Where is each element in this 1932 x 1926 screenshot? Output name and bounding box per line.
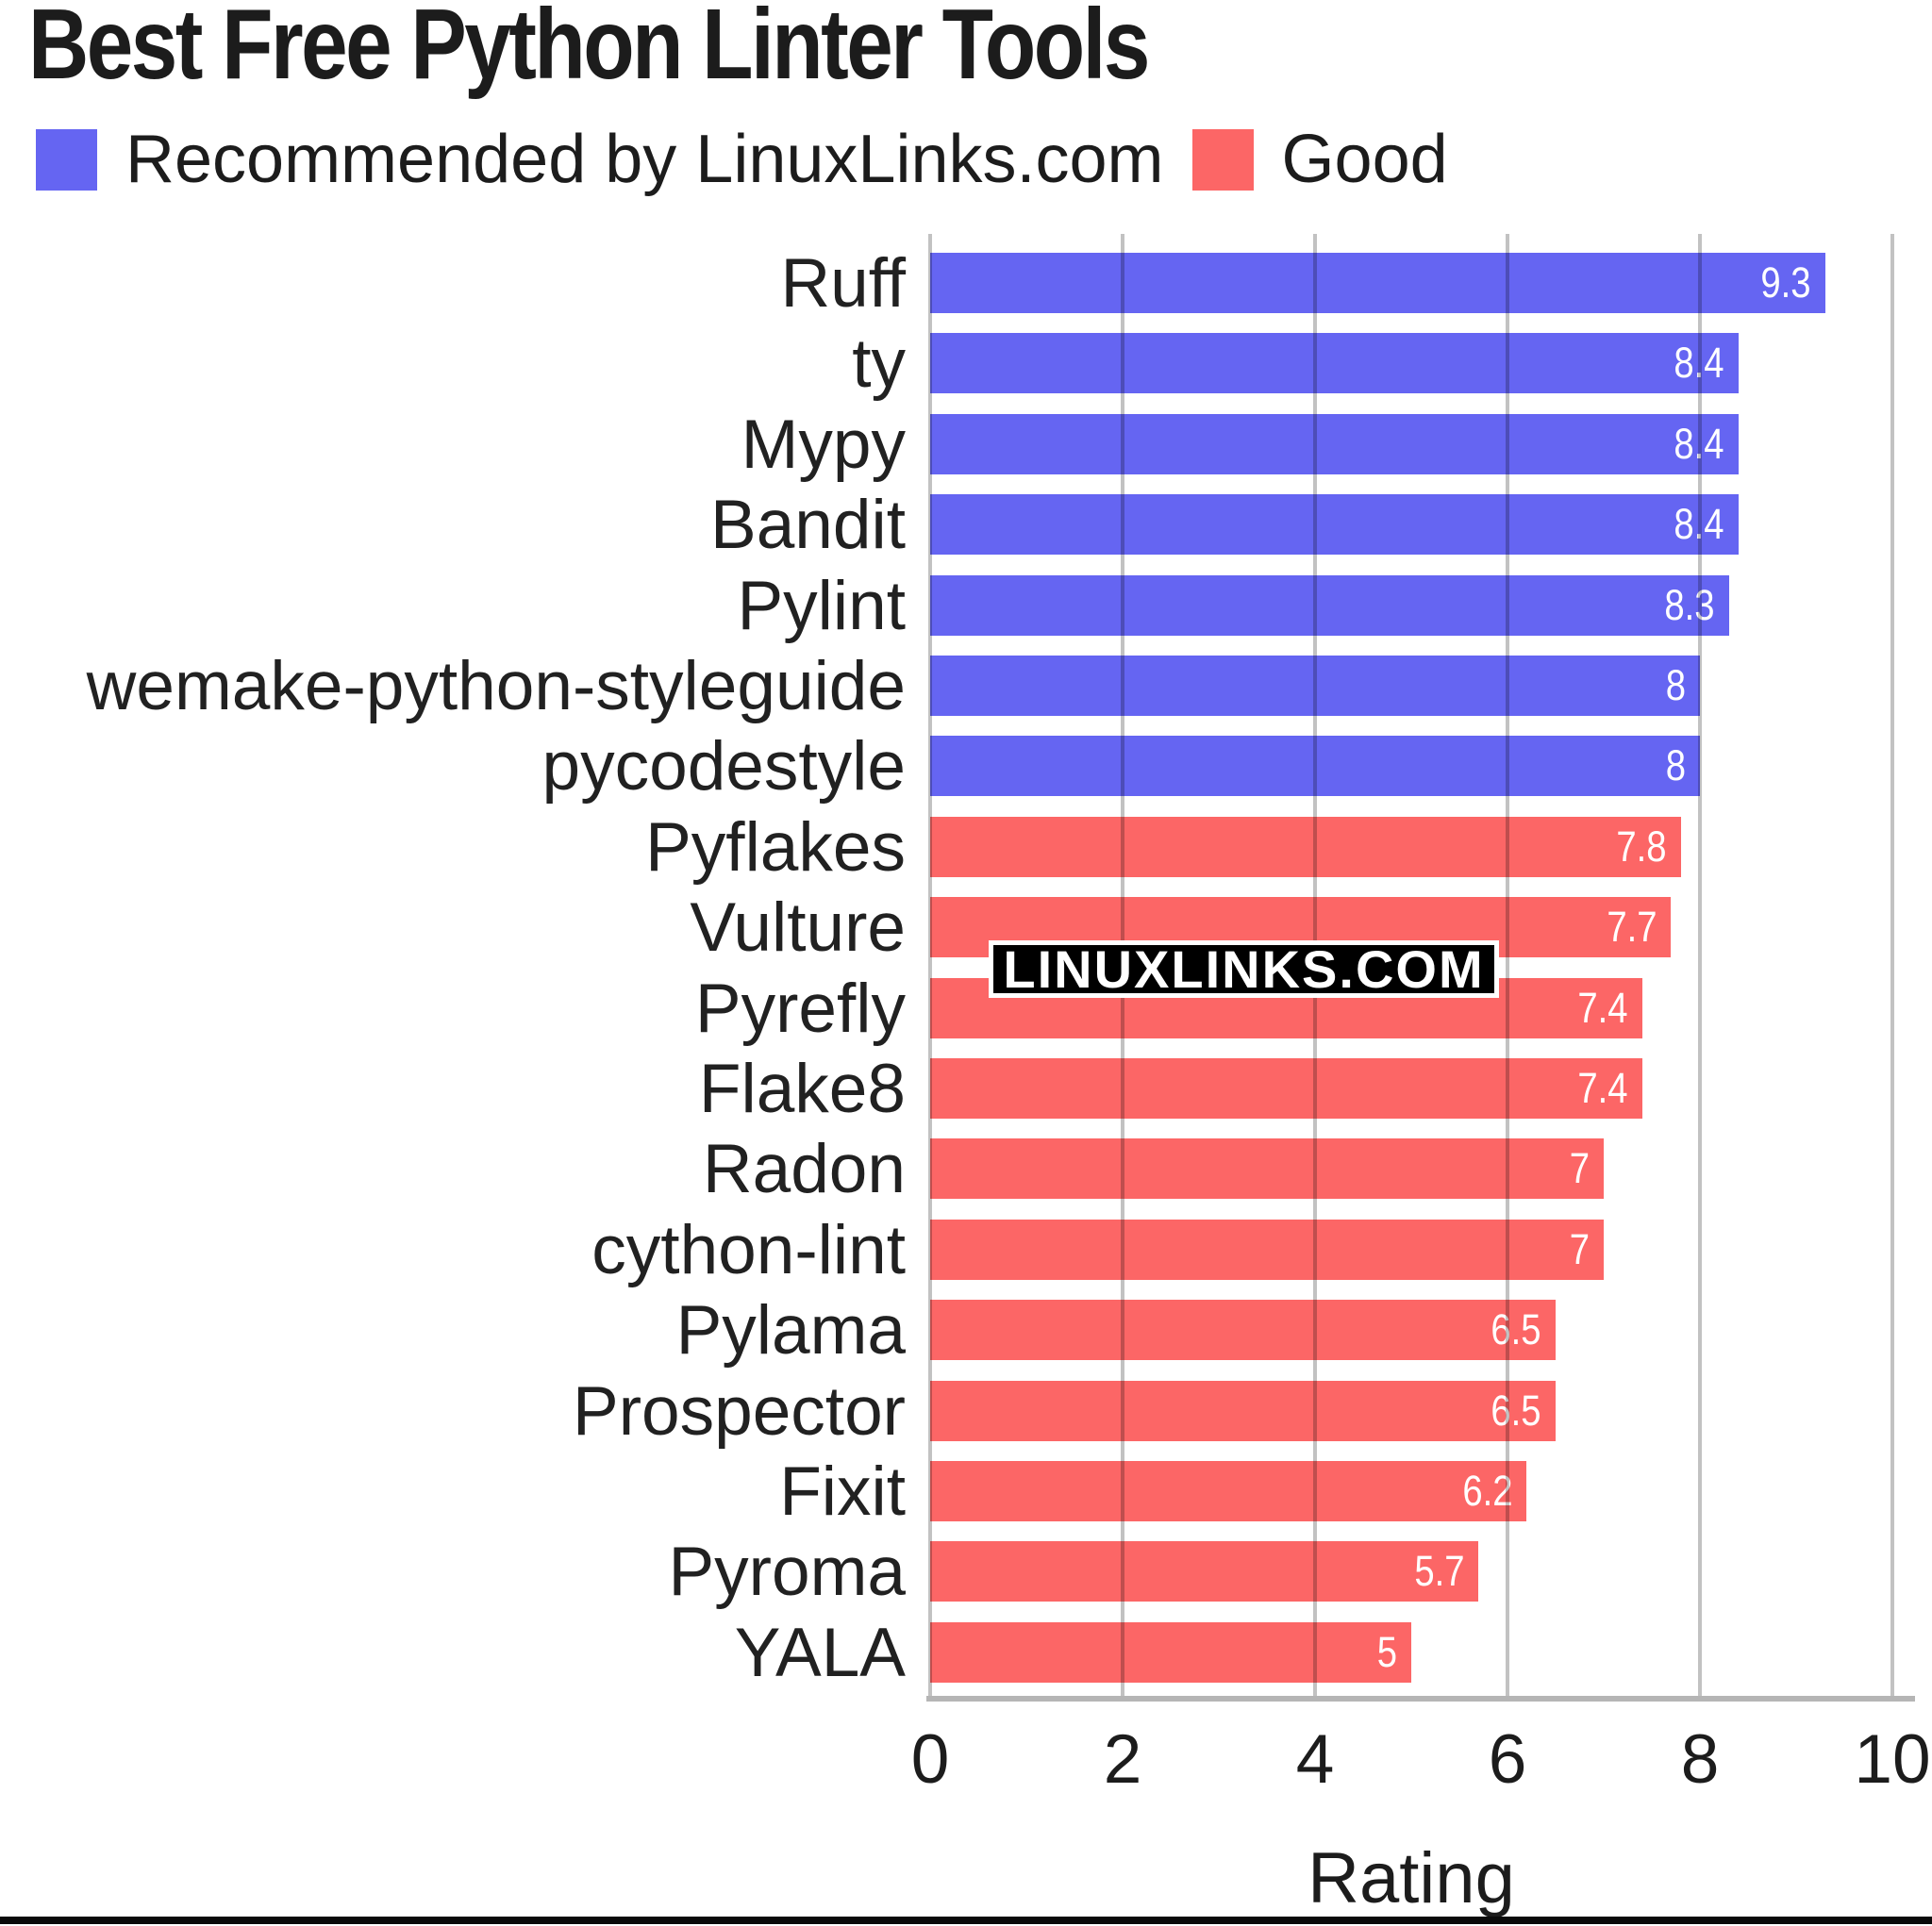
category-label: Vulture xyxy=(690,889,906,967)
legend-label-good: Good xyxy=(1281,122,1448,197)
x-tick-10: 10 xyxy=(1854,1721,1931,1798)
bar-Prospector: 6.5 xyxy=(930,1380,1556,1441)
category-label: wemake-python-styleguide xyxy=(86,648,906,724)
bar-Mypy: 8.4 xyxy=(930,413,1739,474)
category-label: Bandit xyxy=(710,487,906,564)
bar-cython-lint: 7 xyxy=(930,1219,1604,1280)
category-label: pycodestyle xyxy=(541,728,907,805)
bar-Fixit: 6.2 xyxy=(930,1461,1527,1521)
bar-value-label: 8.3 xyxy=(1664,580,1715,629)
bar-value-label: 7.4 xyxy=(1577,983,1628,1032)
x-axis-title: Rating xyxy=(1307,1838,1515,1918)
bar-Pyflakes: 7.8 xyxy=(930,816,1681,877)
bottom-divider-rule xyxy=(0,1917,1932,1924)
legend: Recommended by LinuxLinks.com Good xyxy=(36,122,1448,197)
gridline-8 xyxy=(1698,234,1702,1696)
category-label: Ruff xyxy=(780,245,906,322)
bar-YALA: 5 xyxy=(930,1621,1411,1683)
bar-value-label: 7.4 xyxy=(1577,1064,1628,1112)
x-tick-2: 2 xyxy=(1103,1721,1142,1798)
bar-Pyroma: 5.7 xyxy=(930,1541,1479,1602)
bar-value-label: 6.2 xyxy=(1462,1467,1513,1515)
bar-Ruff: 9.3 xyxy=(930,253,1825,313)
category-label: Pyflakes xyxy=(645,808,906,886)
gridline-0 xyxy=(928,234,932,1696)
bar-Flake8: 7.4 xyxy=(930,1058,1642,1119)
category-label: Mypy xyxy=(741,406,906,483)
chart-title: Best Free Python Linter Tools xyxy=(28,0,1150,100)
bar-value-label: 7 xyxy=(1569,1224,1590,1273)
gridline-10 xyxy=(1890,234,1894,1696)
category-label: Pylama xyxy=(675,1292,906,1370)
category-label: cython-lint xyxy=(591,1211,906,1288)
bar-value-label: 7 xyxy=(1569,1144,1590,1193)
category-label: YALA xyxy=(734,1614,906,1691)
x-tick-6: 6 xyxy=(1488,1721,1527,1798)
bar-value-label: 5.7 xyxy=(1414,1547,1465,1596)
bar-value-label: 6.5 xyxy=(1491,1386,1541,1435)
bar-Pylint: 8.3 xyxy=(930,574,1729,636)
x-axis-line xyxy=(926,1696,1915,1702)
bar-Radon: 7 xyxy=(930,1138,1604,1200)
bar-value-label: 9.3 xyxy=(1760,258,1811,307)
bar-value-label: 8 xyxy=(1665,741,1686,790)
bar-value-label: 7.7 xyxy=(1607,903,1657,952)
x-tick-0: 0 xyxy=(910,1721,950,1798)
watermark-text: LINUXLINKS.COM xyxy=(1003,939,1485,999)
legend-swatch-recommended xyxy=(36,129,97,191)
category-label: ty xyxy=(852,325,906,403)
category-label: Pylint xyxy=(737,567,906,644)
bar-value-label: 5 xyxy=(1376,1627,1397,1676)
category-label: Prospector xyxy=(573,1372,906,1450)
bar-value-label: 6.5 xyxy=(1491,1305,1541,1354)
bar-Pylama: 6.5 xyxy=(930,1300,1556,1361)
bar-value-label: 7.8 xyxy=(1616,822,1667,871)
bar-Bandit: 8.4 xyxy=(930,494,1739,556)
gridline-6 xyxy=(1506,234,1509,1696)
category-label: Pyrefly xyxy=(694,970,906,1047)
category-label: Fixit xyxy=(779,1453,906,1530)
x-tick-4: 4 xyxy=(1295,1721,1335,1798)
watermark-badge: LINUXLINKS.COM xyxy=(989,940,1499,998)
category-label: Radon xyxy=(702,1131,906,1208)
x-tick-8: 8 xyxy=(1680,1721,1720,1798)
category-label: Pyroma xyxy=(668,1534,906,1611)
bar-ty: 8.4 xyxy=(930,333,1739,394)
category-label: Flake8 xyxy=(698,1051,906,1127)
legend-label-recommended: Recommended by LinuxLinks.com xyxy=(125,122,1164,197)
legend-swatch-good xyxy=(1191,129,1254,191)
bar-value-label: 8 xyxy=(1665,661,1686,709)
